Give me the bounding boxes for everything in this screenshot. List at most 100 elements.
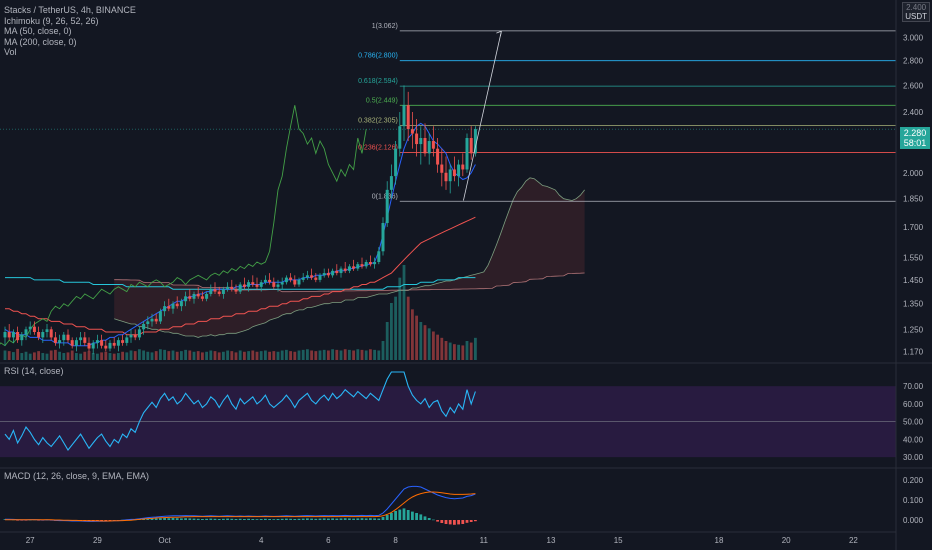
macd-histogram-bar: [377, 518, 381, 520]
volume-bar: [150, 352, 154, 360]
volume-bar: [41, 353, 45, 360]
volume-bar: [364, 350, 368, 360]
price-tick-label: 1.250: [903, 325, 924, 334]
volume-bar: [461, 345, 465, 360]
macd-histogram-bar: [222, 518, 225, 520]
price-tick-label: 1.170: [903, 347, 924, 356]
candle-body: [259, 282, 263, 287]
volume-bar: [75, 353, 78, 360]
macd-histogram-bar: [146, 518, 150, 520]
candle-body: [79, 337, 83, 341]
macd-histogram-bar: [406, 510, 410, 520]
time-tick-label: 4: [259, 536, 264, 545]
candle-body: [326, 273, 330, 276]
candle-body: [175, 303, 179, 307]
macd-histogram-bar: [104, 520, 108, 521]
ma200-legend[interactable]: MA (200, close, 0): [4, 36, 77, 47]
candle-body: [121, 340, 125, 343]
candle-body: [368, 261, 372, 265]
candle-body: [314, 277, 318, 280]
fib-level-label: 1(3.062): [372, 23, 398, 30]
ichimoku-legend[interactable]: Ichimoku (9, 26, 52, 26): [4, 15, 99, 26]
candle-body: [440, 164, 444, 173]
volume-bar: [192, 351, 196, 360]
candle-body: [205, 293, 209, 299]
candle-body: [352, 266, 356, 269]
macd-histogram-bar: [385, 515, 389, 520]
volume-bar: [381, 341, 385, 360]
symbol-title[interactable]: Stacks / TetherUS, 4h, BINANCE: [4, 5, 136, 15]
candle-body: [289, 277, 293, 280]
volume-bar: [419, 322, 423, 360]
candle-body: [389, 176, 393, 190]
macd-histogram-bar: [171, 518, 175, 520]
vol-legend[interactable]: Vol: [4, 47, 17, 57]
volume-bar: [373, 349, 376, 360]
candle-body: [226, 286, 230, 290]
macd-histogram-bar: [402, 508, 406, 520]
volume-bar: [146, 351, 150, 360]
candle-body: [394, 148, 398, 177]
volume-bar: [222, 351, 225, 360]
price-tick-label: 1.850: [903, 195, 924, 204]
macd-histogram-bar: [436, 520, 439, 522]
candle-body: [66, 334, 70, 341]
candle-body: [196, 293, 200, 297]
unit-prefix: 2.400: [906, 3, 927, 12]
signal-line: [5, 491, 476, 522]
candle-body: [100, 340, 104, 346]
candle-body: [83, 337, 87, 343]
lagging-span: [0, 105, 367, 347]
volume-bar: [58, 351, 61, 360]
volume-bar: [54, 349, 57, 360]
candle-body: [339, 268, 343, 274]
candle-body: [448, 169, 452, 182]
volume-bar: [390, 303, 393, 360]
macd-histogram-bar: [327, 518, 330, 520]
volume-bar: [352, 350, 355, 360]
macd-histogram-bar: [373, 518, 376, 520]
macd-histogram-bar: [154, 518, 158, 520]
volume-bar: [360, 349, 364, 360]
time-tick-label: Oct: [158, 536, 171, 545]
macd-histogram-bar: [289, 518, 292, 520]
time-tick-label: 22: [849, 536, 858, 545]
macd-histogram-bar: [255, 519, 259, 520]
volume-bar: [226, 350, 229, 360]
macd-histogram-bar: [427, 518, 431, 520]
macd-tick-label: 0.200: [903, 476, 924, 485]
rsi-tick-label: 70.00: [903, 382, 924, 391]
currency-unit-badge[interactable]: 2.400 USDT: [902, 2, 930, 22]
candle-body: [469, 138, 473, 154]
macd-histogram-bar: [444, 520, 448, 524]
candle-body: [142, 324, 146, 330]
volume-bar: [205, 351, 208, 360]
macd-histogram-bar: [268, 519, 271, 520]
candle-body: [125, 337, 129, 343]
ma50-line: [5, 216, 476, 336]
fib-level-label: 0.786(2.800): [358, 53, 398, 60]
volume-bar: [280, 350, 284, 360]
volume-bar: [415, 315, 418, 360]
price-tick-label: 1.450: [903, 276, 924, 285]
macd-histogram-bar: [175, 518, 179, 520]
candle-body: [70, 340, 74, 346]
volume-bar: [112, 353, 116, 360]
volume-bar: [423, 325, 427, 360]
volume-bar: [469, 342, 473, 360]
last-price: 2.280: [903, 128, 927, 138]
time-tick-label: 11: [480, 536, 489, 545]
candle-body: [179, 301, 183, 307]
candle-body: [335, 270, 339, 274]
macd-histogram-bar: [280, 518, 284, 520]
volume-bar: [45, 353, 49, 360]
candle-body: [74, 340, 78, 346]
volume-bar: [377, 350, 381, 360]
macd-label[interactable]: MACD (12, 26, close, 9, EMA, EMA): [4, 471, 150, 481]
rsi-label[interactable]: RSI (14, close): [4, 366, 64, 376]
candle-body: [188, 296, 192, 299]
ma50-legend[interactable]: MA (50, close, 0): [4, 26, 72, 36]
candle-body: [465, 138, 469, 170]
volume-bar: [259, 351, 263, 360]
